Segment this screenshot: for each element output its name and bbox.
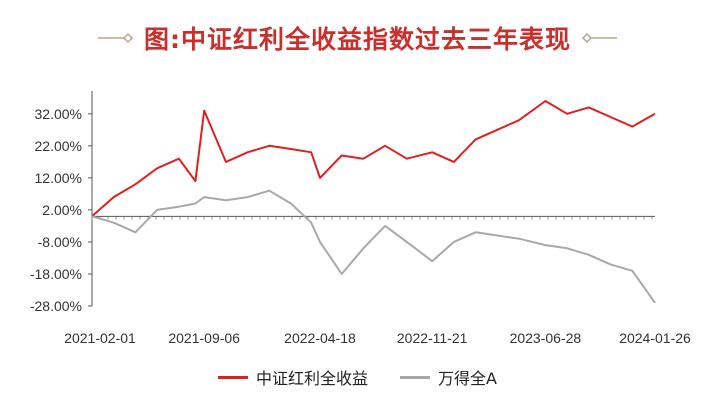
legend-label-gray: 万得全A [438,369,497,388]
y-tick-label: -8.00% [38,234,82,250]
y-tick-label: -18.00% [30,266,82,282]
legend-item-red: 中证红利全收益 [218,365,368,389]
x-tick-labels: 2021-02-01 2021-09-06 2022-04-18 2022-11-21… [64,330,691,346]
legend: 中证红利全收益 万得全A [0,365,715,389]
chart-title: 图:中证红利全收益指数过去三年表现 [144,25,571,54]
right-ornament-icon [581,32,617,44]
axes [88,91,655,307]
y-tick-label: 12.00% [35,170,82,186]
y-tick-label: 2.00% [42,202,82,218]
title-row: 图:中证红利全收益指数过去三年表现 [0,18,715,58]
series-layer [91,100,656,304]
y-tick-labels: 32.00% 22.00% 12.00% 2.00% -8.00% -18.00% -28.… [30,106,82,314]
series-line-gray [91,189,656,304]
y-tick-label: -28.00% [30,298,82,314]
y-tick-label: 22.00% [35,138,82,154]
legend-item-gray: 万得全A [400,365,497,389]
x-tick-label: 2022-11-21 [397,330,468,346]
x-tick-label: 2024-01-26 [619,330,691,346]
legend-label-red: 中证红利全收益 [256,369,369,388]
series-line-red [91,100,656,218]
legend-swatch-red [218,375,249,379]
left-ornament-icon [98,32,134,44]
x-tick-label: 2021-02-01 [64,330,136,346]
x-tick-label: 2021-09-06 [168,330,240,346]
x-tick-label: 2022-04-18 [284,330,356,346]
x-tick-label: 2023-06-28 [510,330,582,346]
legend-swatch-gray [400,375,431,379]
y-tick-label: 32.00% [35,106,82,122]
